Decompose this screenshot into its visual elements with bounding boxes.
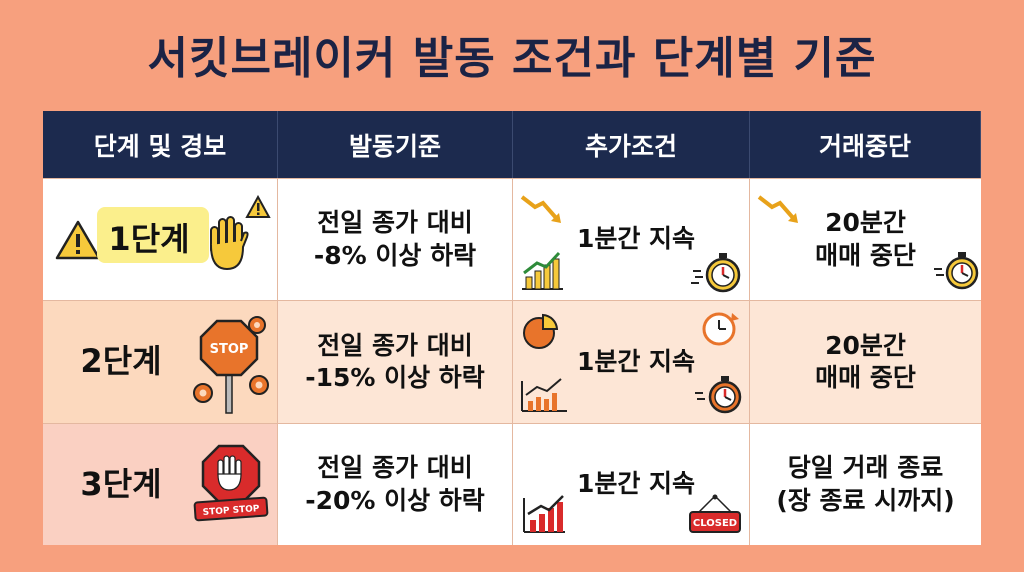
closed-sign-text: CLOSED	[693, 518, 737, 529]
condition-text: 1분간 지속	[576, 224, 696, 254]
stage-highlight	[97, 207, 209, 263]
row3-condition-cell: 1분간 지속 CLOSED	[513, 423, 750, 545]
stage-label: 3단계	[80, 464, 162, 503]
stop-hand-sign-icon: STOP STOP	[193, 444, 269, 522]
raised-hand-icon	[210, 216, 249, 271]
circuit-breaker-table: 단계 및 경보 발동기준 추가조건 거래중단 1단계 전일 종가 대비 -	[43, 111, 981, 545]
stopwatch-icon	[934, 252, 979, 290]
closed-sign-icon: CLOSED	[689, 494, 741, 533]
down-trend-arrow-icon	[520, 195, 561, 223]
stop-sign-icon: STOP	[193, 316, 269, 414]
row3-trigger-cell: 전일 종가 대비 -20% 이상 하락	[278, 423, 513, 545]
trigger-text: 전일 종가 대비 -8% 이상 하락	[313, 208, 477, 270]
row3-stage-cell: 3단계 STOP STOP	[43, 423, 278, 545]
stopwatch-icon	[695, 376, 742, 414]
stop-sign-text: STOP	[210, 342, 249, 357]
header-condition: 추가조건	[513, 111, 750, 178]
row1-halt-cell: 20분간 매매 중단	[750, 178, 981, 300]
stopwatch-icon	[691, 253, 741, 293]
small-warning-icon	[245, 195, 271, 218]
condition-text: 1분간 지속	[576, 469, 696, 499]
row2-trigger-cell: 전일 종가 대비 -15% 이상 하락	[278, 300, 513, 423]
row1-trigger-cell: 전일 종가 대비 -8% 이상 하락	[278, 178, 513, 300]
page-title: 서킷브레이커 발동 조건과 단계별 기준	[147, 33, 877, 84]
down-trend-arrow-icon	[757, 195, 798, 223]
warning-triangle-icon	[55, 220, 101, 260]
trigger-text: 전일 종가 대비 -15% 이상 하락	[305, 330, 485, 393]
bar-chart-up-icon	[521, 378, 567, 412]
condition-text: 1분간 지속	[576, 346, 696, 376]
clock-refresh-icon	[702, 312, 739, 346]
halt-text: 당일 거래 종료 (장 종료 시까지)	[776, 453, 955, 515]
stage-label: 1단계	[108, 219, 190, 258]
row1-stage-cell: 1단계	[43, 178, 278, 300]
stop-stop-banner-text: STOP STOP	[202, 504, 260, 518]
halt-text: 20분간 매매 중단	[815, 208, 916, 270]
row2-condition-cell: 1분간 지속	[513, 300, 750, 423]
halt-text: 20분간 매매 중단	[815, 330, 916, 393]
row3-halt-cell: 당일 거래 종료 (장 종료 시까지)	[750, 423, 981, 545]
bar-chart-up-icon	[523, 495, 565, 533]
header-stage: 단계 및 경보	[43, 111, 278, 178]
row2-stage-cell: 2단계 STOP	[43, 300, 278, 423]
row2-halt-cell: 20분간 매매 중단	[750, 300, 981, 423]
header-trigger: 발동기준	[278, 111, 513, 178]
pie-chart-icon	[523, 313, 559, 349]
stage-label: 2단계	[80, 342, 162, 381]
header-halt: 거래중단	[750, 111, 981, 178]
bar-chart-up-icon	[522, 251, 563, 290]
trigger-text: 전일 종가 대비 -20% 이상 하락	[305, 453, 485, 515]
row1-condition-cell: 1분간 지속	[513, 178, 750, 300]
